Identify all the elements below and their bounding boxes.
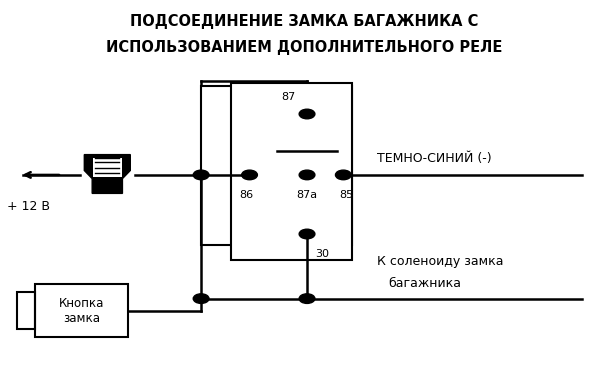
Circle shape bbox=[336, 170, 351, 180]
Bar bbox=[232, 83, 353, 260]
Text: 86: 86 bbox=[240, 190, 254, 200]
Text: + 12 В: + 12 В bbox=[7, 200, 50, 213]
Circle shape bbox=[193, 294, 209, 304]
Bar bbox=[93, 158, 122, 177]
Text: 87: 87 bbox=[282, 92, 296, 102]
Circle shape bbox=[241, 170, 257, 180]
Text: Кнопка
замка: Кнопка замка bbox=[59, 296, 104, 325]
Text: ПОДСОЕДИНЕНИЕ ЗАМКА БАГАЖНИКА С: ПОДСОЕДИНЕНИЕ ЗАМКА БАГАЖНИКА С bbox=[130, 14, 478, 29]
Bar bbox=[16, 292, 35, 329]
Text: 85: 85 bbox=[339, 190, 353, 200]
Circle shape bbox=[299, 294, 315, 304]
Bar bbox=[35, 284, 128, 337]
Circle shape bbox=[193, 170, 209, 180]
Circle shape bbox=[299, 109, 315, 119]
Text: 30: 30 bbox=[315, 249, 329, 259]
Circle shape bbox=[299, 170, 315, 180]
Polygon shape bbox=[85, 155, 130, 193]
Bar bbox=[201, 86, 353, 245]
Text: багажника: багажника bbox=[389, 278, 461, 290]
Text: ТЕМНО-СИНИЙ (-): ТЕМНО-СИНИЙ (-) bbox=[376, 152, 491, 165]
Text: К соленоиду замка: К соленоиду замка bbox=[376, 255, 503, 268]
Circle shape bbox=[299, 229, 315, 239]
Text: 87a: 87a bbox=[297, 190, 317, 200]
Text: ИСПОЛЬЗОВАНИЕМ ДОПОЛНИТЕЛЬНОГО РЕЛЕ: ИСПОЛЬЗОВАНИЕМ ДОПОЛНИТЕЛЬНОГО РЕЛЕ bbox=[106, 40, 502, 55]
